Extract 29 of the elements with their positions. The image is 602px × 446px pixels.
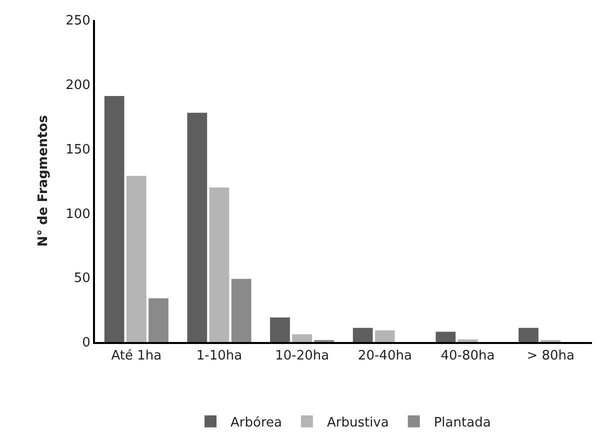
bar xyxy=(436,332,456,342)
bar xyxy=(209,187,230,342)
legend-label: Arbórea xyxy=(230,415,282,430)
bar xyxy=(458,339,478,342)
bar xyxy=(231,278,252,342)
x-tick-label: 1-10ha xyxy=(196,348,242,364)
x-tick-label: 10-20ha xyxy=(275,348,330,364)
bar xyxy=(126,176,146,342)
x-tick-label: Até 1ha xyxy=(111,348,162,364)
bar xyxy=(352,328,373,342)
bar xyxy=(148,298,168,342)
y-tick-label: 100 xyxy=(66,206,90,222)
y-tick-label: 150 xyxy=(66,142,90,158)
x-tick-label: 40-80ha xyxy=(440,348,495,364)
y-axis-title: N° de Fragmentos xyxy=(36,114,52,247)
legend-label: Plantada xyxy=(434,415,491,430)
x-tick-label: 20-40ha xyxy=(358,348,412,364)
bar xyxy=(518,328,538,342)
bar xyxy=(104,96,124,342)
legend-label: Arbustiva xyxy=(326,415,389,430)
y-tick-label: 250 xyxy=(66,14,90,29)
bar xyxy=(270,318,290,342)
x-tick-label: > 80ha xyxy=(526,348,574,364)
bar xyxy=(187,112,208,342)
y-tick-label: 200 xyxy=(66,78,90,93)
y-tick-label: 0 xyxy=(82,336,90,351)
y-tick-label: 50 xyxy=(74,271,90,286)
bar xyxy=(374,330,395,342)
bar xyxy=(292,334,312,342)
